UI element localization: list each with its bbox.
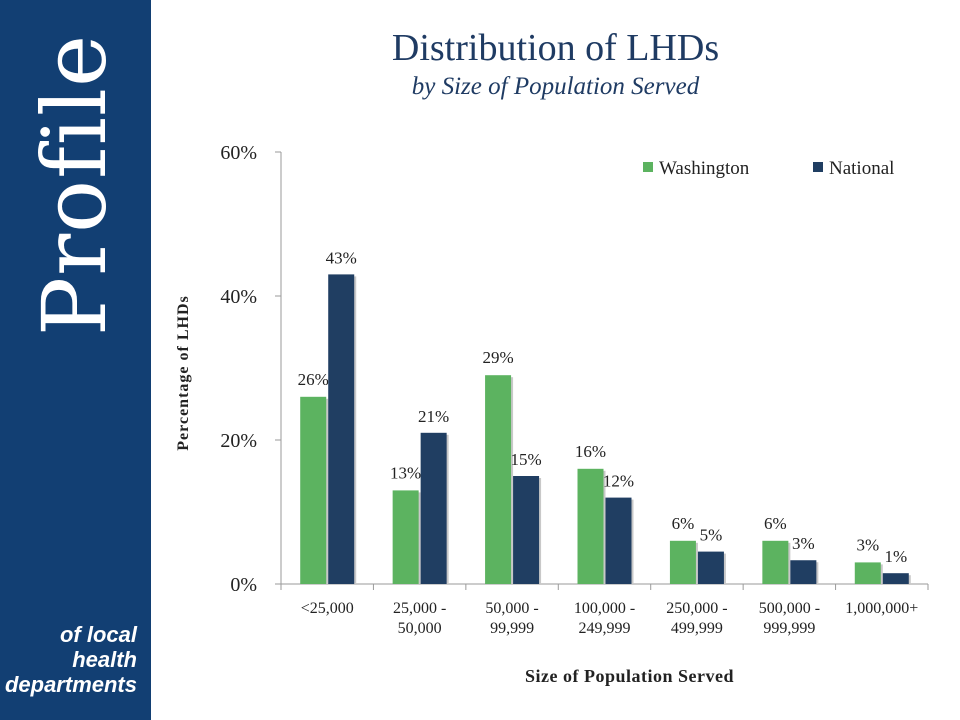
x-tick-label: 249,999: [579, 620, 631, 637]
bar-washington-3: [577, 468, 604, 584]
profile-wordmark: Profile: [23, 33, 126, 337]
chart-title: Distribution of LHDs: [391, 27, 720, 69]
bar-national-3: [605, 497, 632, 584]
bar-washington-6: [854, 562, 881, 584]
bar-washington-1: [392, 490, 419, 584]
data-label-national-6: 1%: [884, 547, 907, 566]
legend-swatch-national: [813, 162, 823, 172]
tagline-line-1: of local: [59, 622, 137, 647]
bar-national-2: [513, 476, 540, 584]
x-tick-label: 500,000 -: [759, 600, 820, 617]
data-label-washington-1: 13%: [390, 463, 421, 482]
bar-national-1: [420, 432, 447, 584]
bar-national-6: [882, 573, 909, 584]
x-tick-label: <25,000: [301, 600, 354, 617]
x-tick-label: 1,000,000+: [845, 600, 918, 617]
y-axis-title: Percentage of LHDs: [175, 295, 192, 450]
data-label-washington-3: 16%: [575, 442, 606, 461]
sidebar: Profile of local health departments: [0, 0, 151, 720]
tagline-line-2: health: [72, 647, 137, 672]
y-tick-label: 0%: [230, 574, 257, 596]
y-tick-label: 40%: [220, 286, 257, 308]
data-label-national-1: 21%: [418, 407, 449, 426]
x-tick-label: 100,000 -: [574, 600, 635, 617]
x-axis-title: Size of Population Served: [525, 666, 734, 686]
x-tick-label: 25,000 -: [393, 600, 446, 617]
data-label-national-0: 43%: [326, 248, 357, 267]
sidebar-tagline: of local health departments: [5, 622, 137, 697]
data-label-washington-2: 29%: [482, 348, 513, 367]
bar-national-4: [697, 551, 724, 584]
data-label-washington-4: 6%: [672, 514, 695, 533]
x-tick-label: 99,999: [490, 620, 534, 637]
legend-swatch-washington: [643, 162, 653, 172]
bar-national-0: [328, 274, 355, 584]
bar-washington-2: [485, 375, 512, 584]
x-tick-label: 50,000 -: [485, 600, 538, 617]
data-label-national-4: 5%: [700, 526, 723, 545]
bar-washington-0: [300, 396, 327, 584]
bar-washington-4: [669, 540, 696, 584]
x-tick-label: 999,999: [763, 620, 815, 637]
data-label-national-2: 15%: [510, 450, 541, 469]
x-tick-label: 50,000: [398, 620, 442, 637]
data-label-national-3: 12%: [603, 472, 634, 491]
y-tick-label: 60%: [220, 142, 257, 164]
data-label-washington-0: 26%: [298, 370, 329, 389]
legend-label-national: National: [829, 158, 894, 179]
bar-national-5: [790, 560, 817, 584]
tagline-line-3: departments: [4, 672, 137, 697]
x-tick-label: 499,999: [671, 620, 723, 637]
chart-subtitle: by Size of Population Served: [411, 73, 700, 100]
data-label-washington-5: 6%: [764, 514, 787, 533]
legend-label-washington: Washington: [659, 158, 750, 179]
bar-chart: 0% 20% 40% 60% 26% 43% <25,000 13% 21% 25,000 - 50…: [175, 142, 929, 686]
data-label-national-5: 3%: [792, 534, 815, 553]
y-tick-label: 20%: [220, 430, 257, 452]
x-tick-label: 250,000 -: [666, 600, 727, 617]
bar-washington-5: [762, 540, 789, 584]
data-label-washington-6: 3%: [856, 535, 879, 554]
